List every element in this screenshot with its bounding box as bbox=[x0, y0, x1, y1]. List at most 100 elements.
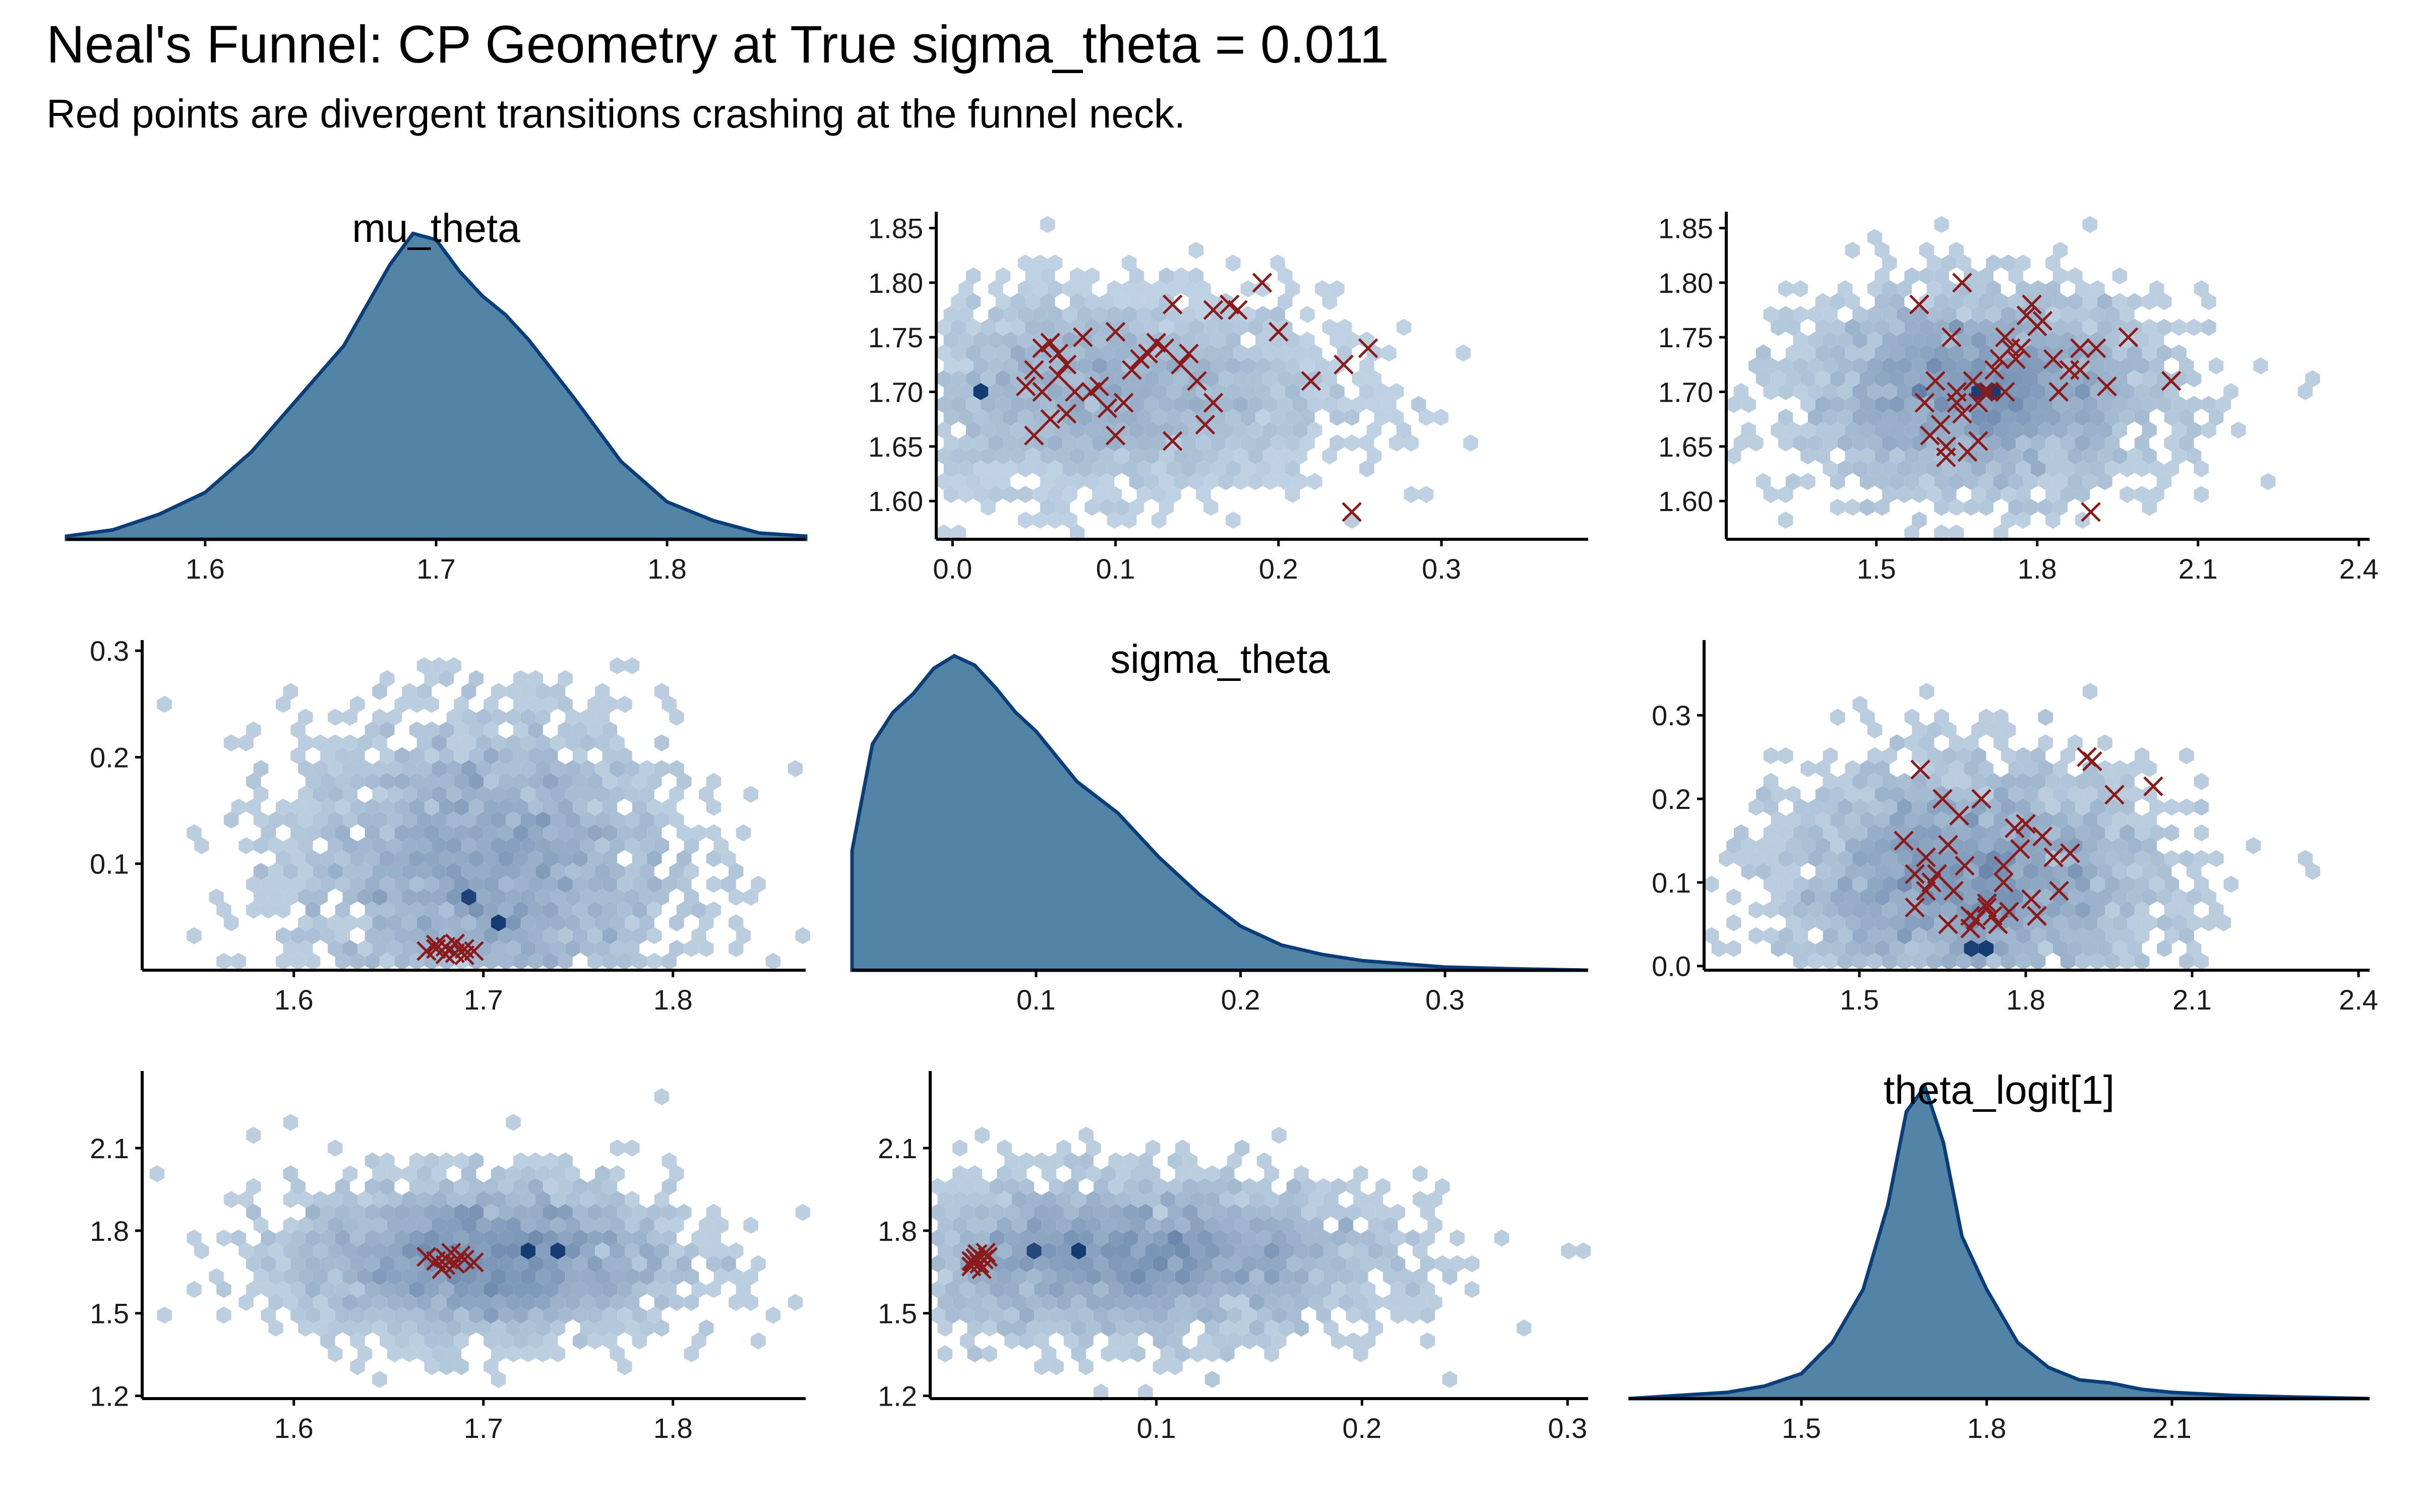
hex-bin bbox=[550, 760, 566, 777]
hex-bin bbox=[246, 773, 261, 790]
hex-bin bbox=[1190, 1191, 1205, 1208]
hex-bin bbox=[1860, 370, 1875, 388]
hex-bin bbox=[1838, 875, 1853, 893]
hex-bin bbox=[706, 773, 721, 790]
hex-bin bbox=[2134, 901, 2150, 919]
hex-bin bbox=[2052, 319, 2068, 336]
divergent-point bbox=[1927, 864, 1947, 885]
hex-bin bbox=[491, 1217, 506, 1234]
hex-bin bbox=[2016, 280, 2031, 297]
hex-bin bbox=[372, 1191, 387, 1208]
hex-bin bbox=[1226, 512, 1241, 529]
density-area bbox=[1628, 1083, 2370, 1401]
hex-bin bbox=[313, 1191, 328, 1208]
hex-bin bbox=[246, 1204, 261, 1221]
hex-bin bbox=[1300, 306, 1315, 323]
hex-bin bbox=[1800, 344, 1816, 362]
hex-bin bbox=[1272, 1204, 1287, 1221]
hex-bin bbox=[1292, 421, 1308, 439]
hex-bin bbox=[1262, 319, 1278, 336]
hex-bin bbox=[2023, 498, 2038, 516]
hex-bin bbox=[1785, 421, 1801, 439]
y-tick-label: 1.85 bbox=[1658, 213, 1713, 244]
hex-bin bbox=[2060, 927, 2076, 944]
hex-bin bbox=[1107, 306, 1122, 323]
hex-bin bbox=[446, 760, 462, 777]
hex-bin bbox=[1004, 1332, 1019, 1350]
hex-bin bbox=[713, 1268, 729, 1285]
hex-bin bbox=[751, 875, 766, 893]
hex-bin bbox=[1435, 1178, 1450, 1195]
hex-bin bbox=[1233, 396, 1248, 413]
hex-bin bbox=[1011, 1191, 1027, 1208]
hex-bin bbox=[558, 773, 573, 790]
hex-bin bbox=[1077, 409, 1093, 426]
hex-bin bbox=[1381, 344, 1397, 362]
hex-bin bbox=[1785, 344, 1801, 362]
hex-bin bbox=[1174, 473, 1189, 490]
hex-bin bbox=[1823, 383, 1838, 400]
hex-bin bbox=[1741, 863, 1757, 880]
hex-bin bbox=[305, 824, 321, 842]
hex-bin bbox=[2068, 734, 2083, 751]
hex-bin bbox=[684, 1294, 699, 1311]
hex-bin bbox=[432, 1191, 447, 1208]
hex-bin bbox=[416, 657, 432, 674]
hex-bin bbox=[995, 344, 1011, 362]
hex-bin bbox=[535, 889, 551, 906]
hex-bin bbox=[1233, 447, 1248, 465]
panel-hex-theta-vs-sigma: 1.21.51.82.10.1 0.2 0.3 bbox=[878, 1071, 1591, 1444]
hex-bin bbox=[1084, 344, 1100, 362]
hex-bin bbox=[1004, 1281, 1019, 1298]
divergent-point bbox=[426, 934, 446, 955]
hex-bin bbox=[1070, 370, 1085, 388]
hex-bin bbox=[625, 1217, 640, 1234]
hex-bin bbox=[2164, 798, 2180, 816]
hex-bin bbox=[1203, 370, 1219, 388]
hex-bin bbox=[416, 1345, 432, 1362]
hex-bin bbox=[1101, 1345, 1116, 1362]
divergent-point bbox=[2081, 502, 2101, 522]
hex-bin bbox=[432, 889, 447, 906]
hex-bin bbox=[2179, 927, 2194, 944]
hex-bin bbox=[1956, 953, 1971, 970]
hex-bin bbox=[981, 370, 996, 388]
divergent-point bbox=[1097, 398, 1118, 418]
hex-bin bbox=[1108, 1178, 1123, 1195]
y-tick-label: 1.60 bbox=[1658, 485, 1713, 517]
hex-bin bbox=[625, 1242, 640, 1259]
hex-bin bbox=[365, 1178, 380, 1195]
hex-bin bbox=[1004, 1255, 1019, 1273]
hex-bin bbox=[1159, 319, 1174, 336]
hex-bin bbox=[1071, 1242, 1086, 1259]
divergent-point bbox=[1122, 360, 1142, 380]
hex-bin bbox=[1153, 1306, 1168, 1324]
hex-bin bbox=[595, 709, 610, 726]
hex-bin bbox=[476, 760, 491, 777]
hex-bin bbox=[2082, 683, 2098, 700]
hex-bin bbox=[268, 1242, 283, 1259]
hex-bin bbox=[1726, 940, 1741, 957]
hex-bin bbox=[654, 1088, 670, 1105]
hex-bin bbox=[432, 657, 447, 674]
hex-bin bbox=[1153, 1358, 1168, 1375]
hex-bin bbox=[1800, 940, 1816, 957]
hex-bin bbox=[394, 875, 409, 893]
hex-bin bbox=[1420, 1229, 1435, 1247]
hex-bin bbox=[1778, 747, 1793, 765]
hex-bin bbox=[506, 760, 521, 777]
hex-bin bbox=[721, 850, 736, 867]
hex-bin bbox=[1852, 953, 1867, 970]
hex-bin bbox=[476, 1268, 491, 1285]
hex-bin bbox=[1019, 1152, 1035, 1170]
hex-bin bbox=[995, 267, 1011, 285]
y-tick-label: 0.1 bbox=[1652, 867, 1691, 899]
hex-bin bbox=[1101, 1319, 1116, 1337]
hex-bin bbox=[587, 875, 602, 893]
divergent-point bbox=[1949, 805, 1969, 826]
hex-bin bbox=[157, 696, 172, 713]
hex-bin bbox=[997, 1242, 1012, 1259]
hex-bin bbox=[1882, 332, 1897, 349]
hex-bin bbox=[558, 824, 573, 842]
hex-bin bbox=[1838, 901, 1853, 919]
